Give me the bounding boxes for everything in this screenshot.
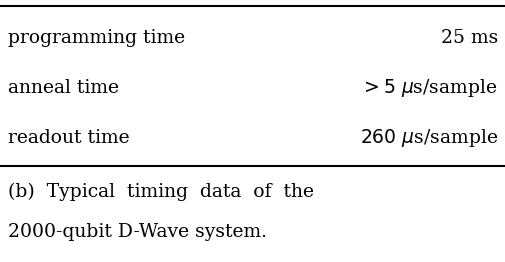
Text: 2000-qubit D-Wave system.: 2000-qubit D-Wave system. <box>8 223 267 241</box>
Text: programming time: programming time <box>8 29 185 47</box>
Text: (b)  Typical  timing  data  of  the: (b) Typical timing data of the <box>8 183 314 201</box>
Text: $> 5\ \mu$s/sample: $> 5\ \mu$s/sample <box>360 77 497 99</box>
Text: readout time: readout time <box>8 129 129 147</box>
Text: $260\ \mu$s/sample: $260\ \mu$s/sample <box>359 127 497 149</box>
Text: anneal time: anneal time <box>8 79 119 97</box>
Text: 25 ms: 25 ms <box>440 29 497 47</box>
